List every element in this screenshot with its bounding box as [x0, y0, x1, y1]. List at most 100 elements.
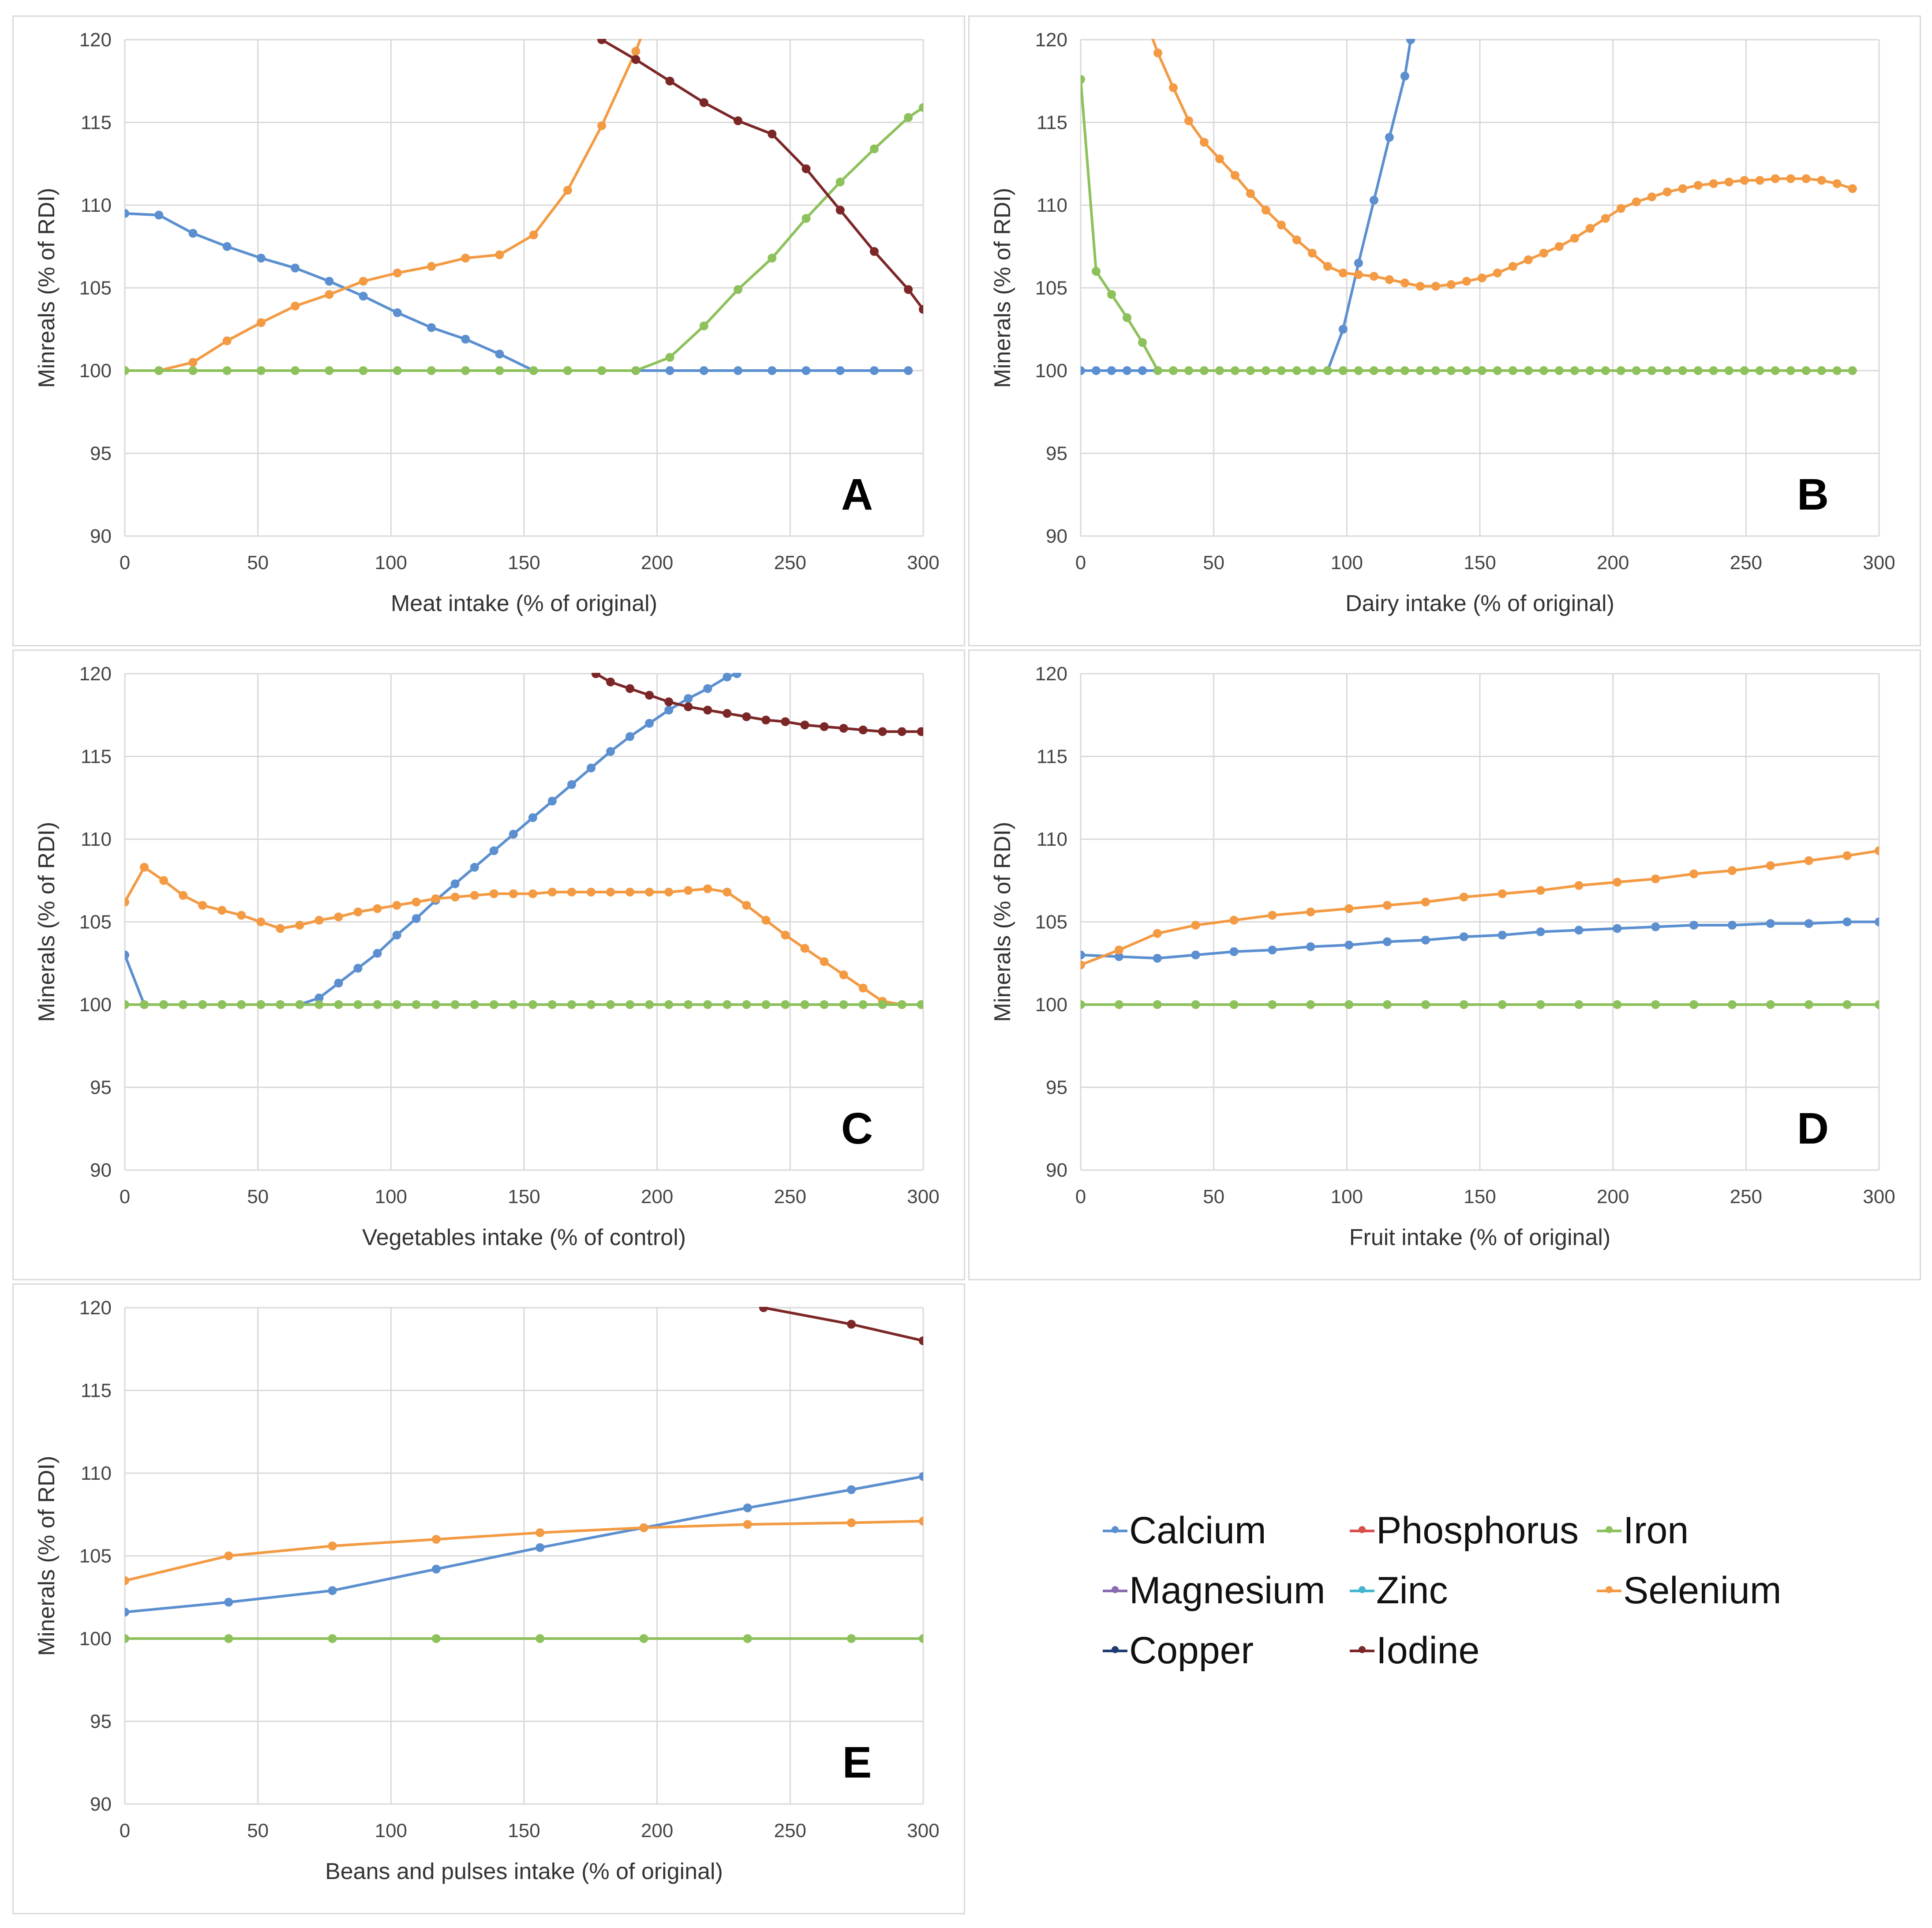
- x-tick-label: 50: [247, 552, 269, 574]
- data-point-iodine: [858, 725, 868, 735]
- data-point-calcium: [1574, 926, 1584, 935]
- x-tick-label: 100: [375, 552, 407, 574]
- data-point-iron: [597, 366, 607, 375]
- series-line-iodine: [595, 673, 921, 733]
- data-point-iron: [1493, 366, 1502, 375]
- data-point-selenium: [1508, 262, 1517, 271]
- x-tick-label: 0: [1075, 1186, 1086, 1208]
- data-point-iron: [217, 1000, 227, 1009]
- data-point-iron: [461, 366, 470, 375]
- y-tick-label: 105: [79, 1545, 112, 1567]
- data-point-iron: [222, 366, 232, 375]
- data-point-calcium: [535, 1543, 545, 1552]
- y-tick-label: 95: [1046, 1077, 1067, 1099]
- data-point-selenium: [373, 904, 382, 913]
- x-tick-label: 250: [774, 1186, 806, 1208]
- data-point-iron: [159, 1000, 168, 1009]
- data-point-iron: [1554, 366, 1564, 375]
- series-group: [125, 1307, 923, 1643]
- data-point-iron: [547, 1000, 557, 1009]
- x-tick-label: 300: [907, 1820, 939, 1842]
- legend-item-selenium: Selenium: [1597, 1569, 1782, 1613]
- panel-e-frame: [12, 1283, 965, 1914]
- data-point-calcium: [547, 796, 557, 806]
- data-point-iodine: [742, 712, 751, 721]
- data-point-calcium: [1153, 954, 1162, 963]
- y-tick-label: 105: [79, 278, 112, 299]
- data-point-selenium: [412, 897, 421, 907]
- data-point-selenium: [1832, 179, 1842, 188]
- data-point-iron: [125, 1000, 129, 1009]
- data-point-iron: [1153, 366, 1162, 375]
- data-point-calcium: [1400, 71, 1409, 81]
- series-group: [1081, 846, 1879, 1009]
- data-point-selenium: [1662, 188, 1672, 196]
- y-tick-label: 95: [90, 1077, 112, 1099]
- data-point-iodine: [835, 206, 845, 215]
- data-point-selenium: [159, 876, 168, 885]
- chart-panel-d: 0 50 100 150 200 250 300 90 95 100 105 110 115 120 Fru…: [990, 663, 1895, 1250]
- data-point-iron: [703, 1000, 712, 1009]
- x-tick-label: 200: [641, 552, 673, 574]
- data-point-selenium: [392, 901, 401, 910]
- y-tick-label: 100: [79, 1628, 112, 1650]
- data-point-iron: [291, 366, 300, 375]
- x-tick-label: 250: [1730, 1186, 1762, 1208]
- data-point-selenium: [1585, 224, 1595, 233]
- data-point-selenium: [315, 915, 324, 925]
- data-point-selenium: [295, 921, 304, 930]
- data-point-iodine: [801, 164, 811, 173]
- data-point-calcium: [847, 1485, 856, 1494]
- data-point-selenium: [1306, 908, 1315, 916]
- data-point-iron: [188, 366, 198, 375]
- data-point-calcium: [1459, 932, 1468, 941]
- legend-swatch-phosphorus: [1350, 1526, 1374, 1533]
- data-point-selenium: [1369, 272, 1378, 281]
- data-point-calcium: [1114, 952, 1123, 961]
- data-point-calcium: [1804, 919, 1813, 928]
- y-tick-label: 90: [90, 525, 112, 547]
- data-point-iron: [427, 366, 436, 375]
- data-point-selenium: [1415, 281, 1425, 291]
- data-point-iron: [878, 1000, 887, 1009]
- data-point-selenium: [528, 889, 537, 898]
- data-point-calcium: [315, 994, 324, 1002]
- data-point-iron: [1385, 366, 1394, 375]
- data-point-iron: [919, 103, 923, 112]
- data-point-iron: [1277, 366, 1286, 375]
- data-point-iodine: [781, 717, 790, 726]
- data-point-selenium: [1229, 915, 1239, 925]
- data-point-selenium: [1709, 179, 1718, 188]
- data-point-iron: [1369, 366, 1378, 375]
- data-point-iron: [1570, 366, 1579, 375]
- data-point-selenium: [529, 230, 538, 240]
- data-point-iron: [450, 1000, 460, 1009]
- data-point-calcium: [743, 1503, 752, 1512]
- data-point-calcium: [703, 684, 712, 693]
- data-point-selenium: [188, 358, 198, 367]
- data-point-iron: [1508, 366, 1517, 375]
- legend-item-zinc: Zinc: [1350, 1569, 1448, 1613]
- data-point-iodine: [591, 673, 600, 678]
- data-point-selenium: [723, 888, 732, 896]
- data-point-iron: [631, 366, 640, 375]
- data-point-iodine: [597, 39, 607, 44]
- x-tick-label: 150: [1464, 1186, 1496, 1208]
- data-point-iron: [1848, 366, 1857, 375]
- data-point-iodine: [847, 1320, 856, 1329]
- y-tick-label: 95: [90, 443, 112, 465]
- x-tick-label: 0: [120, 552, 130, 574]
- data-point-iron: [664, 1000, 674, 1009]
- data-point-calcium: [1498, 930, 1507, 940]
- x-tick-label: 50: [1203, 1186, 1224, 1208]
- data-point-calcium: [392, 930, 401, 940]
- y-tick-label: 110: [1037, 829, 1067, 850]
- y-tick-label: 100: [1035, 360, 1067, 382]
- data-point-iron: [1230, 366, 1239, 375]
- data-point-calcium: [869, 366, 879, 375]
- data-point-iodine: [703, 705, 712, 715]
- panel-letter-a: A: [841, 470, 873, 519]
- data-point-iron: [154, 366, 164, 375]
- data-point-selenium: [1493, 268, 1502, 278]
- y-axis-label: Minerals (% of RDI): [990, 188, 1015, 388]
